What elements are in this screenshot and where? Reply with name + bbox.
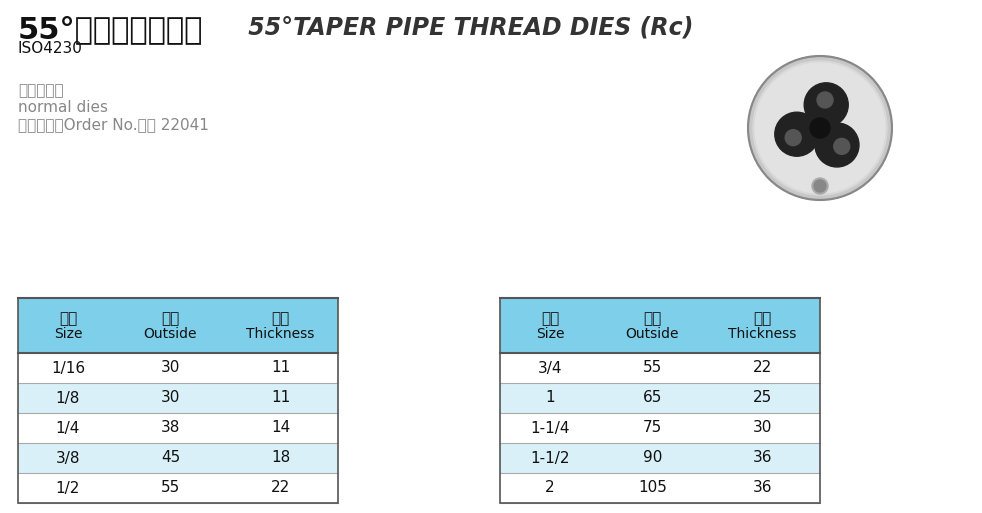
FancyBboxPatch shape: [500, 413, 820, 443]
Circle shape: [748, 56, 892, 200]
Circle shape: [750, 58, 890, 198]
Text: 厂度: 厂度: [271, 311, 290, 326]
Text: 1/16: 1/16: [51, 361, 85, 376]
Text: Size: Size: [536, 326, 565, 341]
Text: 1-1/4: 1-1/4: [530, 421, 570, 436]
Text: normal dies: normal dies: [18, 100, 108, 115]
Text: 30: 30: [161, 361, 180, 376]
Text: 11: 11: [271, 361, 290, 376]
Text: 55: 55: [643, 361, 662, 376]
FancyBboxPatch shape: [18, 443, 338, 473]
Text: Outside: Outside: [626, 326, 680, 341]
Text: 1/2: 1/2: [56, 481, 81, 496]
Circle shape: [755, 63, 885, 193]
Circle shape: [812, 178, 828, 194]
Text: 1-1/2: 1-1/2: [530, 450, 570, 465]
Text: 30: 30: [161, 390, 180, 405]
Text: 外圆: 外圆: [643, 311, 662, 326]
Circle shape: [753, 61, 887, 195]
Text: 36: 36: [753, 481, 772, 496]
Text: 55°TAPER PIPE THREAD DIES (Rc): 55°TAPER PIPE THREAD DIES (Rc): [240, 15, 693, 39]
Circle shape: [834, 139, 849, 154]
Text: 规格: 规格: [541, 311, 559, 326]
Text: 22: 22: [271, 481, 290, 496]
Text: 105: 105: [638, 481, 667, 496]
Circle shape: [786, 130, 801, 146]
Text: 1: 1: [545, 390, 555, 405]
Text: 22: 22: [753, 361, 772, 376]
Text: 36: 36: [753, 450, 772, 465]
Text: 65: 65: [643, 390, 662, 405]
Text: Thickness: Thickness: [246, 326, 314, 341]
Circle shape: [814, 180, 826, 192]
Text: 3/4: 3/4: [538, 361, 563, 376]
Text: 1/8: 1/8: [56, 390, 81, 405]
FancyBboxPatch shape: [500, 298, 820, 353]
Text: 38: 38: [161, 421, 180, 436]
Text: 55°圆锥管螺纹板牙: 55°圆锥管螺纹板牙: [18, 15, 203, 44]
Text: 55: 55: [161, 481, 180, 496]
Text: 11: 11: [271, 390, 290, 405]
FancyBboxPatch shape: [18, 353, 338, 383]
Text: 25: 25: [753, 390, 772, 405]
Circle shape: [815, 123, 859, 167]
Circle shape: [817, 92, 833, 108]
Text: 75: 75: [643, 421, 662, 436]
FancyBboxPatch shape: [18, 383, 338, 413]
Text: 45: 45: [161, 450, 180, 465]
Text: 外圆: 外圆: [161, 311, 180, 326]
Text: 30: 30: [753, 421, 772, 436]
FancyBboxPatch shape: [500, 443, 820, 473]
Text: 2: 2: [545, 481, 555, 496]
FancyBboxPatch shape: [18, 298, 338, 353]
Circle shape: [804, 83, 848, 127]
Text: 1/4: 1/4: [56, 421, 81, 436]
Bar: [18, 298, 338, 503]
FancyBboxPatch shape: [18, 413, 338, 443]
Text: 14: 14: [271, 421, 290, 436]
FancyBboxPatch shape: [500, 383, 820, 413]
Text: 90: 90: [643, 450, 662, 465]
Text: 厂度: 厂度: [753, 311, 772, 326]
FancyBboxPatch shape: [500, 353, 820, 383]
Text: 规格: 规格: [59, 311, 78, 326]
Text: Thickness: Thickness: [729, 326, 796, 341]
Bar: [500, 298, 820, 503]
Text: 订货代号（Order No.）： 22041: 订货代号（Order No.）： 22041: [18, 117, 209, 132]
Text: ISO4230: ISO4230: [18, 41, 82, 56]
Text: 普通圆板牙: 普通圆板牙: [18, 83, 64, 98]
Text: Outside: Outside: [143, 326, 197, 341]
Text: 3/8: 3/8: [56, 450, 81, 465]
Circle shape: [775, 112, 819, 156]
Text: 18: 18: [271, 450, 290, 465]
FancyBboxPatch shape: [500, 473, 820, 503]
FancyBboxPatch shape: [18, 473, 338, 503]
Circle shape: [810, 118, 830, 138]
Text: Size: Size: [54, 326, 82, 341]
